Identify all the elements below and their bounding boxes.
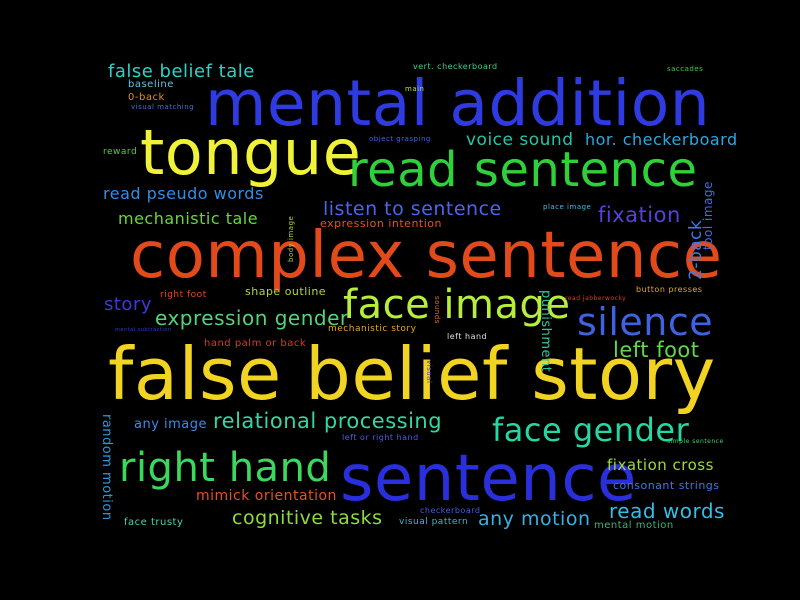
word: face gender [492,411,690,449]
word: read sentence [348,142,698,198]
word: complex sentence [130,219,723,293]
word: face image [343,282,571,328]
word: main [405,85,425,93]
word: expression gender [155,306,349,330]
word: any motion [478,508,591,530]
word: left or right hand [342,433,419,442]
word: right hand [119,445,332,491]
word: object grasping [369,135,431,143]
word: visual matching [131,103,195,111]
word: mental motion [594,520,674,531]
word: consonant strings [613,479,720,492]
word: face trusty [124,517,184,528]
word: sounds [433,296,441,324]
word: sentence [340,442,637,516]
word: silence [577,300,714,344]
word: fixation [598,203,681,227]
word: baseline [128,79,174,90]
word: punishment [538,290,553,373]
word: false belief tale [108,61,255,82]
word: false belief story [108,332,716,416]
word: any image [134,417,208,432]
word: saccades [667,65,704,73]
word: read words [609,499,725,523]
word: relational processing [213,409,443,433]
word: button presses [636,285,703,294]
word: checkerboard [420,506,481,515]
word: mimick orientation [196,488,337,504]
word: listen to sentence [323,198,502,220]
word: visual pattern [399,517,469,527]
word: vert. checkerboard [413,62,498,71]
word: random motion [99,414,114,521]
word: story [104,294,153,315]
word: visual [425,360,433,384]
word: 0-back [128,92,165,103]
word: mental addition [205,67,711,140]
word: right foot [160,290,207,300]
word: left foot [613,338,700,362]
word: place image [543,203,592,211]
word: simple sentence [667,438,724,445]
word: body image [287,215,295,262]
word: cognitive tasks [232,507,383,529]
word: hand palm or back [204,338,307,349]
word: mechanistic tale [118,209,259,228]
word: tongue [140,116,362,189]
word: voice sound [466,130,574,150]
word: expression intention [320,217,442,230]
word: tool image [701,181,715,250]
word: read jabberwocky [565,295,627,302]
word: read pseudo words [103,184,264,203]
word: mechanistic story [328,324,417,334]
word: hor. checkerboard [585,130,738,149]
word: left hand [447,332,488,341]
word: fixation cross [607,456,714,474]
word: reward [103,147,138,157]
word: mental subtraction [115,327,172,333]
word: shape outline [245,285,327,298]
